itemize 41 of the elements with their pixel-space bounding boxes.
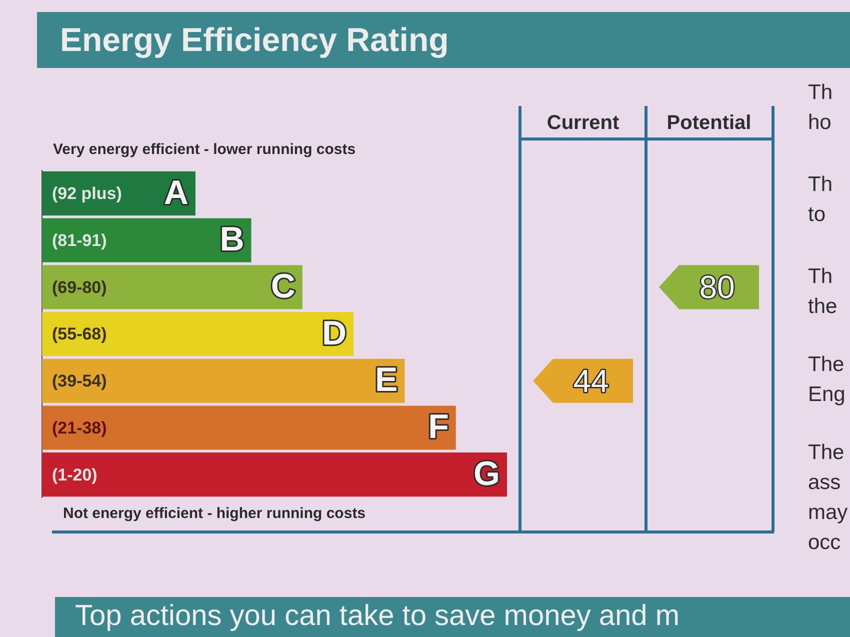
text: Eng [808, 382, 846, 408]
annotation: (39-54) [52, 372, 107, 391]
text: Th [808, 80, 833, 106]
text: Th [808, 172, 833, 198]
text: Very energy efficient - lower running costs [53, 141, 356, 158]
text: Not energy efficient - higher running costs [63, 505, 366, 522]
y-tick-label: A [164, 174, 188, 212]
text: ass [808, 470, 841, 496]
text: occ [808, 530, 841, 556]
y-tick-label: E [375, 361, 398, 400]
title-banner: Energy Efficiency Rating [37, 12, 850, 68]
bar [42, 452, 507, 497]
bar [42, 406, 456, 450]
annotation: (21-38) [52, 418, 107, 438]
annotation: (69-80) [52, 278, 107, 297]
y-tick-label: C [270, 268, 296, 306]
text: the [808, 294, 838, 320]
text: Current [546, 112, 620, 134]
annotation: (55-68) [52, 324, 107, 344]
chart-title: Energy Efficiency Rating [60, 21, 449, 59]
bar [42, 312, 354, 356]
annotation: (1-20) [52, 465, 98, 484]
section-banner: Top actions you can take to save money and m [55, 597, 850, 637]
text: Potential [666, 112, 752, 134]
y-tick-label: F [428, 408, 449, 446]
text: to [808, 202, 826, 228]
y-tick-label: B [220, 220, 244, 259]
y-tick-label: G [474, 454, 500, 493]
annotation: (81-91) [52, 230, 107, 250]
text: The [808, 352, 844, 378]
bar [42, 218, 252, 262]
text: may [808, 500, 848, 526]
bar [42, 358, 405, 403]
text: 44 [573, 362, 609, 399]
text: 80 [699, 269, 735, 306]
bar [42, 265, 302, 310]
y-tick-label: D [322, 314, 347, 352]
text: The [808, 440, 844, 466]
text: Th [808, 264, 833, 290]
annotation: (92 plus) [52, 184, 122, 204]
text: ho [808, 110, 832, 136]
